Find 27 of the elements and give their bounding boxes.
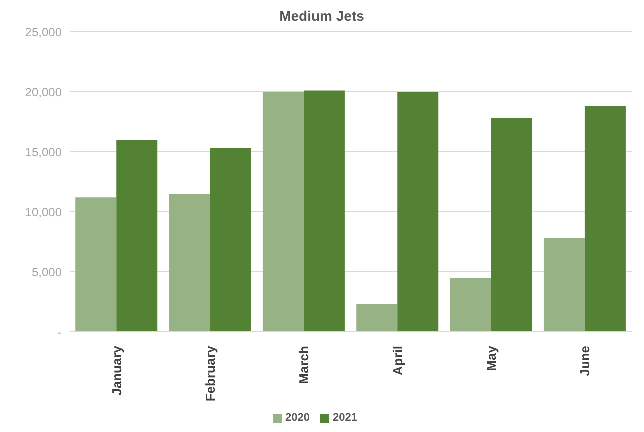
bar [262,92,304,332]
bar [544,238,585,332]
x-tick-label: January [109,345,124,396]
bar [169,194,210,332]
bar [356,304,398,332]
legend-label: 2021 [333,412,358,424]
x-tick-label: April [390,346,406,376]
chart-title: Medium Jets [278,8,366,24]
bar [491,118,532,332]
bar [210,148,252,332]
x-tick-label: June [578,346,593,376]
y-tick-label: 10,000 [25,205,62,220]
x-tick-label: May [484,345,499,372]
bar [398,92,439,332]
y-tick-label: 20,000 [25,85,62,100]
y-tick-label: - [58,325,62,340]
y-tick-label: 25,000 [25,25,62,40]
y-tick-label: 15,000 [25,145,62,160]
bar [450,278,492,332]
x-tick-label: March [296,346,312,384]
bar [584,106,626,332]
bar [304,90,345,332]
legend-label: 2020 [286,412,310,424]
bar [76,198,117,332]
y-tick-label: 5,000 [32,265,62,280]
x-tick-label: February [203,345,218,402]
bar [116,140,158,332]
